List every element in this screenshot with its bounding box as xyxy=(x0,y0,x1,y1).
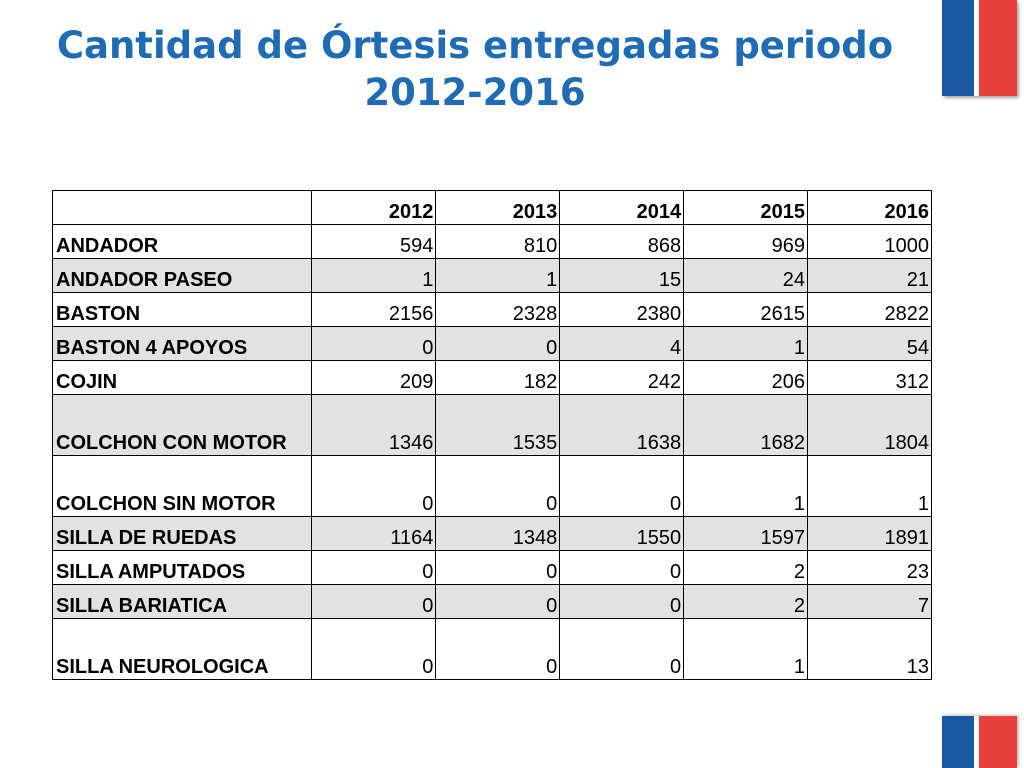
table-cell: 0 xyxy=(559,455,685,517)
row-label: SILLA NEUROLOGICA xyxy=(51,618,313,680)
row-label: BASTON 4 APOYOS xyxy=(51,326,313,361)
table-cell: 0 xyxy=(311,618,437,680)
column-header-2013: 2013 xyxy=(435,190,561,225)
column-header-2015: 2015 xyxy=(683,190,809,225)
table-cell: 2 xyxy=(683,550,809,585)
flag-logo-top xyxy=(942,0,1017,96)
table-header-row: 2012 2013 2014 2015 2016 xyxy=(51,190,932,225)
table-cell: 15 xyxy=(559,258,685,293)
table-cell: 1804 xyxy=(807,394,932,456)
table-cell: 1 xyxy=(807,455,932,517)
row-label: SILLA BARIATICA xyxy=(51,584,313,619)
table-cell: 1 xyxy=(683,455,809,517)
title-line-1: Cantidad de Órtesis entregadas periodo xyxy=(56,24,894,67)
table-cell: 2822 xyxy=(807,292,932,327)
table-cell: 0 xyxy=(435,550,561,585)
table-row: SILLA BARIATICA 0 0 0 2 7 xyxy=(51,584,932,619)
row-label: COLCHON SIN MOTOR xyxy=(51,455,313,517)
table-cell: 1348 xyxy=(435,516,561,551)
table-cell: 312 xyxy=(807,360,932,395)
table-cell: 23 xyxy=(807,550,932,585)
column-header-2014: 2014 xyxy=(559,190,685,225)
table-cell: 1891 xyxy=(807,516,932,551)
table-cell: 4 xyxy=(559,326,685,361)
table-cell: 0 xyxy=(311,326,437,361)
table-cell: 13 xyxy=(807,618,932,680)
table-cell: 0 xyxy=(435,326,561,361)
table-cell: 1 xyxy=(683,618,809,680)
table-cell: 0 xyxy=(435,618,561,680)
row-label: BASTON xyxy=(51,292,313,327)
row-label: SILLA DE RUEDAS xyxy=(51,516,313,551)
row-label: ANDADOR xyxy=(51,224,313,259)
table-cell: 1597 xyxy=(683,516,809,551)
table-cell: 24 xyxy=(683,258,809,293)
table-cell: 54 xyxy=(807,326,932,361)
table-cell: 2 xyxy=(683,584,809,619)
table-cell: 1346 xyxy=(311,394,437,456)
table-cell: 810 xyxy=(435,224,561,259)
table-cell: 0 xyxy=(559,550,685,585)
table-cell: 1550 xyxy=(559,516,685,551)
table-row: BASTON 4 APOYOS 0 0 4 1 54 xyxy=(51,326,932,361)
table-row: COJIN 209 182 242 206 312 xyxy=(51,360,932,395)
table-cell: 0 xyxy=(435,584,561,619)
table-cell: 594 xyxy=(311,224,437,259)
table-cell: 1535 xyxy=(435,394,561,456)
table-cell: 21 xyxy=(807,258,932,293)
table-cell: 1000 xyxy=(807,224,932,259)
table-corner-cell xyxy=(51,190,313,225)
table-cell: 0 xyxy=(435,455,561,517)
table-cell: 0 xyxy=(559,584,685,619)
column-header-2012: 2012 xyxy=(311,190,437,225)
table-cell: 1164 xyxy=(311,516,437,551)
row-label: ANDADOR PASEO xyxy=(51,258,313,293)
table-row: SILLA NEUROLOGICA 0 0 0 1 13 xyxy=(51,618,932,680)
table-cell: 0 xyxy=(559,618,685,680)
table-cell: 2328 xyxy=(435,292,561,327)
table-cell: 209 xyxy=(311,360,437,395)
table-cell: 2156 xyxy=(311,292,437,327)
table-cell: 1 xyxy=(683,326,809,361)
table-cell: 1638 xyxy=(559,394,685,456)
table-row: BASTON 2156 2328 2380 2615 2822 xyxy=(51,292,932,327)
table-cell: 0 xyxy=(311,584,437,619)
table-cell: 182 xyxy=(435,360,561,395)
table-cell: 1682 xyxy=(683,394,809,456)
table-cell: 0 xyxy=(311,550,437,585)
row-label: SILLA AMPUTADOS xyxy=(51,550,313,585)
table-row: ANDADOR PASEO 1 1 15 24 21 xyxy=(51,258,932,293)
table-row: SILLA DE RUEDAS 1164 1348 1550 1597 1891 xyxy=(51,516,932,551)
table-cell: 1 xyxy=(311,258,437,293)
table-row: SILLA AMPUTADOS 0 0 0 2 23 xyxy=(51,550,932,585)
page-title: Cantidad de Órtesis entregadas periodo 2… xyxy=(0,22,950,116)
table-cell: 206 xyxy=(683,360,809,395)
table-row: COLCHON SIN MOTOR 0 0 0 1 1 xyxy=(51,455,932,517)
table-cell: 2380 xyxy=(559,292,685,327)
row-label: COJIN xyxy=(51,360,313,395)
table-cell: 2615 xyxy=(683,292,809,327)
title-line-2: 2012-2016 xyxy=(364,71,586,114)
flag-logo-bottom xyxy=(942,716,1017,768)
table-cell: 7 xyxy=(807,584,932,619)
column-header-2016: 2016 xyxy=(807,190,932,225)
table-cell: 1 xyxy=(435,258,561,293)
table-row: COLCHON CON MOTOR 1346 1535 1638 1682 18… xyxy=(51,394,932,456)
data-table: 2012 2013 2014 2015 2016 ANDADOR 594 810… xyxy=(51,190,932,680)
row-label: COLCHON CON MOTOR xyxy=(51,394,313,456)
table-row: ANDADOR 594 810 868 969 1000 xyxy=(51,224,932,259)
table-cell: 969 xyxy=(683,224,809,259)
table-cell: 868 xyxy=(559,224,685,259)
table-cell: 0 xyxy=(311,455,437,517)
table-cell: 242 xyxy=(559,360,685,395)
